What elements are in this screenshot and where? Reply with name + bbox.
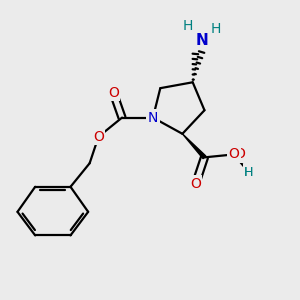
- Text: H: H: [211, 22, 221, 36]
- Text: N: N: [196, 33, 209, 48]
- Text: O: O: [190, 177, 201, 191]
- Text: O: O: [229, 147, 239, 161]
- Text: H: H: [183, 19, 194, 33]
- Text: H: H: [244, 166, 253, 178]
- Text: N: N: [148, 111, 158, 124]
- Text: O: O: [234, 147, 245, 161]
- Text: O: O: [93, 130, 104, 144]
- Text: O: O: [108, 85, 118, 100]
- Text: H: H: [244, 166, 253, 178]
- Text: N: N: [148, 111, 158, 124]
- Polygon shape: [182, 134, 206, 159]
